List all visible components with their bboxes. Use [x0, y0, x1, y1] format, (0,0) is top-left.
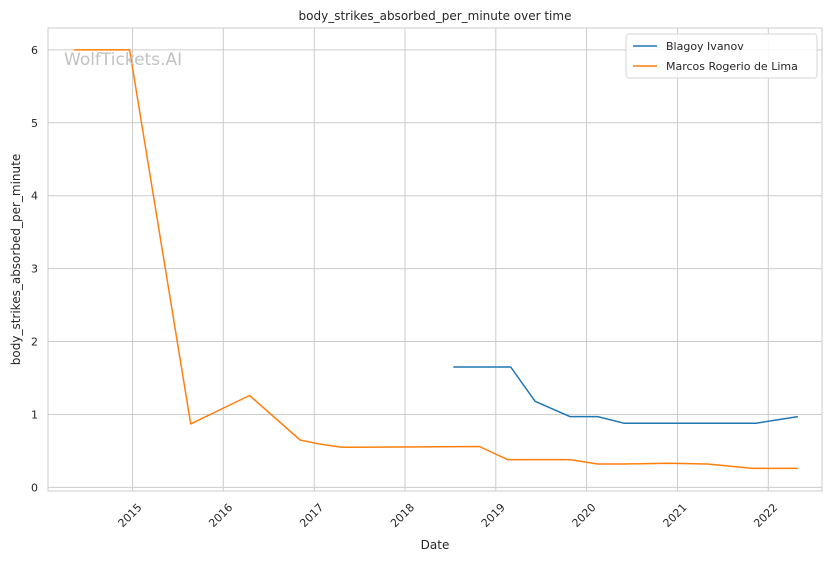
series-line-1 [453, 366, 799, 424]
x-tick-label: 2020 [570, 501, 599, 530]
y-tick-label: 1 [31, 408, 38, 421]
legend-box [625, 33, 818, 79]
y-tick-label: 3 [31, 263, 38, 276]
x-tick-label: 2016 [206, 501, 235, 530]
y-tick-label: 5 [31, 117, 38, 130]
x-tick-label: 2022 [751, 501, 780, 530]
y-axis-title: body_strikes_absorbed_per_minute [9, 154, 23, 365]
watermark-text: WolfTickets.AI [64, 50, 182, 70]
x-tick-label: 2018 [388, 501, 417, 530]
legend-label: Marcos Rogerio de Lima [666, 60, 798, 73]
legend: Blagoy Ivanov Marcos Rogerio de Lima [625, 33, 818, 79]
x-axis-title: Date [421, 538, 450, 552]
y-tick-label: 2 [31, 336, 38, 349]
x-tick-label: 2019 [479, 501, 508, 530]
series-layer [73, 49, 799, 470]
x-tick-label: 2021 [661, 501, 690, 530]
legend-label: Blagoy Ivanov [666, 40, 744, 53]
series-line-2 [73, 49, 798, 470]
y-tick-label: 4 [31, 190, 38, 203]
plot-frame [47, 27, 823, 492]
y-tick-label: 0 [31, 481, 38, 494]
x-tick-label: 2017 [297, 501, 326, 530]
y-tick-label: 6 [31, 44, 38, 57]
x-tick-label: 2015 [116, 501, 145, 530]
chart-title: body_strikes_absorbed_per_minute over ti… [299, 9, 572, 23]
grid-lines [48, 28, 822, 491]
axes: 0 1 2 3 4 5 6 2015 2016 2017 2018 2019 2020 2021 2022 [31, 27, 823, 530]
